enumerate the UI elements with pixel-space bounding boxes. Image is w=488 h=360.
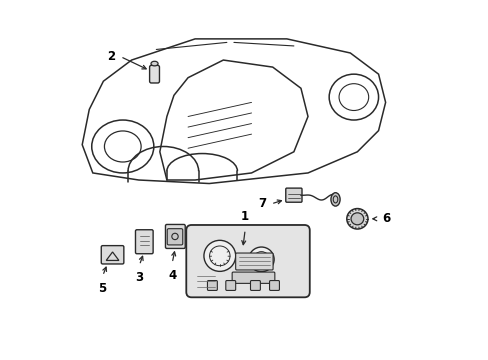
Text: 6: 6 (381, 212, 389, 225)
Text: 5: 5 (99, 282, 106, 294)
FancyBboxPatch shape (207, 280, 217, 291)
Ellipse shape (330, 193, 340, 206)
FancyBboxPatch shape (232, 272, 274, 283)
Ellipse shape (248, 247, 274, 272)
FancyBboxPatch shape (101, 246, 123, 264)
FancyBboxPatch shape (285, 188, 302, 202)
Text: 2: 2 (107, 50, 115, 63)
FancyBboxPatch shape (149, 65, 159, 83)
FancyBboxPatch shape (250, 280, 260, 291)
Ellipse shape (350, 213, 363, 225)
Text: 4: 4 (168, 269, 176, 282)
Ellipse shape (151, 61, 158, 66)
FancyBboxPatch shape (165, 224, 185, 248)
FancyBboxPatch shape (135, 230, 153, 254)
Text: 3: 3 (135, 271, 143, 284)
Ellipse shape (203, 240, 235, 271)
Text: 1: 1 (241, 210, 249, 223)
Text: 7: 7 (257, 198, 265, 211)
FancyBboxPatch shape (167, 229, 183, 245)
Ellipse shape (346, 208, 367, 229)
FancyBboxPatch shape (269, 280, 279, 291)
FancyBboxPatch shape (225, 280, 235, 291)
FancyBboxPatch shape (186, 225, 309, 297)
FancyBboxPatch shape (235, 253, 272, 270)
